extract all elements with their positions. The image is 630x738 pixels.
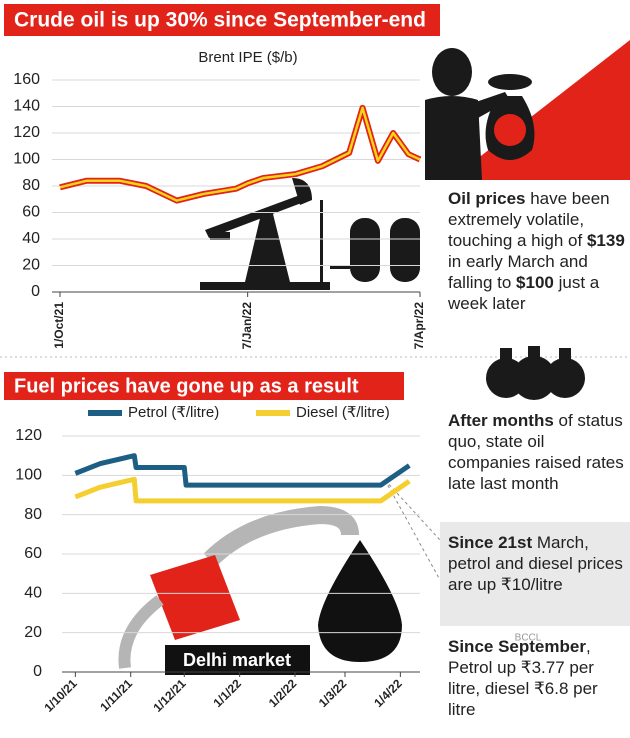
x-tick-label: 1/4/22 [371,676,405,710]
y-tick-label: 60 [22,204,40,221]
y-tick-label: 80 [24,506,42,523]
man-icon [425,48,535,180]
legend-label: Diesel (₹/litre) [296,404,390,421]
x-tick-label: 1/11/21 [97,676,135,714]
nozzle-icon [150,555,240,640]
y-tick-label: 20 [22,257,40,274]
note-run: , Petrol up ₹3.77 per litre, diesel ₹6.8… [448,637,598,719]
note: Since 21st March, petrol and diesel pric… [448,532,626,595]
y-tick-label: 80 [22,177,40,194]
drop-icon [318,540,402,662]
title-box [4,372,404,400]
x-tick-label: 1/3/22 [316,676,350,710]
annotation-box [165,645,310,675]
y-tick-label: 60 [24,545,42,562]
y-tick-label: 40 [24,585,42,602]
x-tick-label: 1/Oct/21 [52,302,66,349]
y-tick-label: 100 [15,467,42,484]
y-tick-label: 40 [22,230,40,247]
note-run: in early March and falling to [448,252,588,292]
pump-icon [200,178,420,290]
x-tick-label: 1/12/21 [150,676,188,714]
note-run: of status quo, state oil companies raise… [448,411,624,493]
coin-icon [494,114,526,146]
x-tick-label: 1/2/22 [266,676,300,710]
note-box [440,522,630,626]
note-run: Since 21st [448,533,533,552]
y-tick-label: 120 [13,124,40,141]
legend-label: Petrol (₹/litre) [128,404,219,421]
y-tick-label: 140 [13,98,40,115]
line [74,453,411,488]
y-tick-label: 0 [31,283,40,300]
note: Since September, Petrol up ₹3.77 per lit… [448,636,626,720]
x-tick-label: 7/Jan/22 [240,302,254,350]
money-bag-icons [486,346,585,400]
y-tick-label: 0 [33,663,42,680]
note-run: $100 [516,273,554,292]
chart-title: Crude oil is up 30% since September-end [14,9,426,32]
note-run: have been extremely volatile, touching a… [448,189,610,250]
note-run: After months [448,411,554,430]
hose-icon [203,505,359,567]
annotation: Delhi market [183,650,291,670]
y-tick-label: 20 [24,624,42,641]
note-run: Oil prices [448,189,526,208]
title-box [4,4,440,36]
spout-icon [118,595,164,669]
y-tick-label: 100 [13,151,40,168]
note-run: $139 [586,231,625,250]
line [74,476,411,504]
note: After months of status quo, state oil co… [448,410,626,494]
chart-title: Fuel prices have gone up as a result [14,375,359,397]
watermark: BCCL [515,633,542,644]
y-tick-label: 160 [13,71,40,88]
chart-subtitle: Brent IPE ($/b) [198,49,297,66]
x-tick-label: 1/10/21 [42,676,80,714]
note-run: March, petrol and diesel prices are up ₹… [448,533,623,594]
y-tick-label: 120 [15,427,42,444]
note-run: just a week later [448,273,600,313]
x-tick-label: 1/1/22 [211,676,245,710]
note-run: Since September [448,637,586,656]
x-tick-label: 7/Apr/22 [412,302,426,350]
line [59,106,421,202]
note: Oil prices have been extremely volatile,… [448,188,626,314]
